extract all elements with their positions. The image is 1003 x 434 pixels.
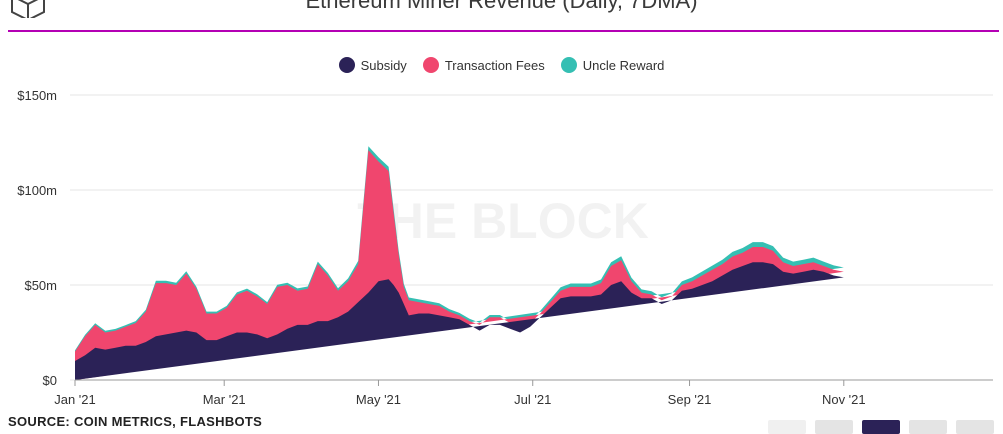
range-button-5[interactable] [956, 420, 994, 434]
legend-dot-subsidy [338, 57, 355, 73]
x-tick-label: Jan '21 [54, 392, 96, 407]
x-tick-label: Sep '21 [668, 392, 712, 407]
area-transaction-fees [75, 150, 844, 380]
y-tick-label: $100m [17, 183, 57, 198]
legend-item-subsidy[interactable]: Subsidy [338, 57, 407, 73]
range-button-2[interactable] [815, 420, 853, 434]
legend-label-subsidy: Subsidy [360, 57, 407, 73]
legend-label-transaction-fees: Transaction Fees [444, 57, 545, 73]
x-tick-label: Nov '21 [822, 392, 866, 407]
y-tick-label: $0 [43, 373, 57, 388]
watermark: THE BLOCK [357, 193, 649, 249]
range-button-3-active[interactable] [862, 420, 900, 434]
range-button-1[interactable] [768, 420, 806, 434]
legend-dot-transaction-fees [422, 57, 439, 73]
chart-legend: Subsidy Transaction Fees Uncle Reward [0, 57, 1003, 73]
chart-title: Ethereum Miner Revenue (Daily, 7DMA) [305, 0, 698, 13]
y-tick-label: $50m [24, 278, 57, 293]
y-tick-label: $150m [17, 88, 57, 103]
legend-dot-uncle-reward [560, 57, 577, 73]
legend-item-transaction-fees[interactable]: Transaction Fees [422, 57, 545, 73]
legend-item-uncle-reward[interactable]: Uncle Reward [560, 57, 665, 73]
title-divider [8, 30, 999, 32]
x-tick-label: May '21 [356, 392, 401, 407]
range-button-4[interactable] [909, 420, 947, 434]
x-tick-label: Mar '21 [203, 392, 246, 407]
x-tick-label: Jul '21 [514, 392, 551, 407]
the-block-logo-icon [11, 0, 45, 18]
source-note: SOURCE: COIN METRICS, FLASHBOTS [8, 414, 263, 429]
legend-label-uncle-reward: Uncle Reward [582, 57, 665, 73]
area-subsidy [75, 262, 844, 380]
